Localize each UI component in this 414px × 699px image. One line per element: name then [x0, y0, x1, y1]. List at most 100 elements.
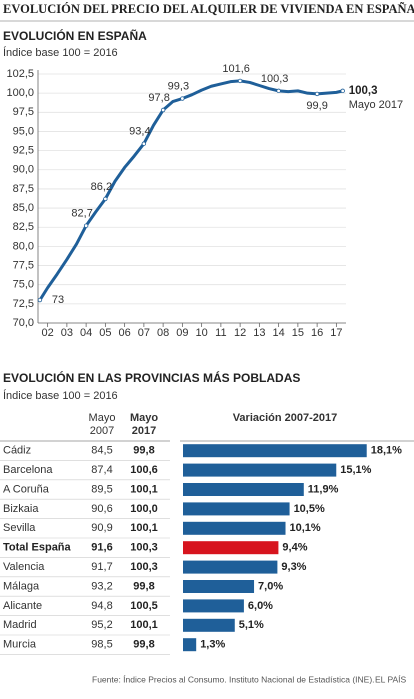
- bar: [183, 599, 244, 613]
- cell-2017: 100,6: [130, 464, 158, 476]
- data-label: 99,3: [168, 80, 189, 92]
- bar: [183, 580, 255, 593]
- data-label: 10,1%: [290, 522, 321, 534]
- bar: [183, 560, 278, 574]
- y-tick-label: 85,0: [13, 202, 34, 214]
- point: [160, 107, 166, 113]
- row-label: Barcelona: [3, 464, 53, 476]
- y-tick-label: 95,0: [13, 125, 34, 137]
- x-tick-label: 17: [330, 327, 342, 339]
- bar: [183, 444, 367, 458]
- point: [37, 297, 43, 303]
- y-tick-label: 92,5: [13, 145, 34, 157]
- data-label: 6,0%: [248, 600, 273, 612]
- column-header: Mayo 2017: [129, 412, 159, 437]
- bar: [183, 541, 279, 555]
- y-tick-label: 72,5: [13, 298, 34, 310]
- x-tick-label: 12: [234, 327, 246, 339]
- row-label: Sevilla: [3, 522, 36, 534]
- data-label: 10,5%: [294, 503, 325, 515]
- bar: [183, 521, 286, 535]
- data-label: 1,3%: [200, 639, 225, 651]
- x-tick-label: 06: [119, 327, 131, 339]
- cell-2007: 95,2: [91, 619, 112, 631]
- cell-2017: 100,1: [130, 522, 158, 534]
- data-label: 93,4: [129, 126, 150, 138]
- data-label: 101,6: [222, 63, 250, 75]
- data-label: 5,1%: [239, 619, 264, 631]
- data-label: 100,3: [349, 85, 378, 97]
- row-label: A Coruña: [3, 483, 50, 495]
- column-header: Variación 2007-2017: [232, 412, 338, 424]
- row-label: Alicante: [3, 600, 42, 612]
- bar: [183, 483, 304, 496]
- bar: [183, 638, 197, 652]
- point: [276, 88, 281, 94]
- bar: [183, 463, 337, 477]
- x-tick-label: 08: [157, 327, 169, 339]
- cell-2007: 87,4: [91, 464, 112, 476]
- cell-2017: 100,1: [130, 483, 158, 495]
- line: [38, 79, 344, 301]
- y-tick-label: 75,0: [13, 279, 34, 291]
- point: [141, 141, 147, 146]
- x-tick-label: 16: [311, 327, 323, 339]
- data-label: 11,9%: [308, 483, 339, 495]
- data-label: 9,4%: [282, 542, 307, 554]
- column-header: Mayo 2007: [88, 412, 116, 437]
- row-label: Cádiz: [3, 445, 31, 457]
- x-tick-label: 07: [138, 327, 150, 339]
- point: [237, 78, 243, 84]
- cell-2007: 93,2: [91, 580, 112, 592]
- data-label: 15,1%: [340, 464, 371, 476]
- cell-2017: 100,3: [130, 542, 158, 554]
- chart-subtitle: Índice base 100 = 2016: [3, 46, 118, 59]
- row-label: Madrid: [3, 619, 37, 631]
- data-label: 97,8: [148, 92, 169, 104]
- point: [83, 223, 89, 228]
- y-tick-label: 70,0: [13, 317, 34, 329]
- row-label: Málaga: [3, 580, 40, 592]
- point: [314, 91, 320, 97]
- cell-2007: 94,8: [91, 600, 112, 612]
- cell-2017: 100,5: [130, 600, 158, 612]
- row-label: Bizkaia: [3, 503, 39, 515]
- data-label: 82,7: [71, 208, 92, 220]
- cell-2007: 90,6: [91, 503, 112, 515]
- cell-2017: 99,8: [133, 445, 154, 457]
- brand: EL PAÍS: [375, 674, 407, 684]
- x-tick-label: 14: [273, 327, 285, 339]
- cell-2017: 100,3: [130, 561, 158, 573]
- cell-2007: 91,6: [91, 542, 112, 554]
- x-tick-label: 03: [61, 327, 73, 339]
- page-title: EVOLUCIÓN DEL PRECIO DEL ALQUILER DE VIV…: [3, 2, 414, 16]
- x-tick-label: 09: [176, 327, 188, 339]
- chart-title: EVOLUCIÓN EN LAS PROVINCIAS MÁS POBLADAS: [3, 370, 300, 385]
- y-tick-label: 77,5: [13, 259, 34, 271]
- cell-2007: 90,9: [91, 522, 112, 534]
- x-tick-label: 10: [196, 327, 208, 339]
- source: Fuente: Índice Precios al Consumo. Insti…: [92, 674, 375, 684]
- point: [103, 196, 108, 202]
- cell-2007: 91,7: [91, 561, 112, 573]
- x-tick-label: 15: [292, 327, 304, 339]
- cell-2017: 99,8: [133, 580, 154, 592]
- y-tick-label: 82,5: [13, 221, 34, 233]
- data-label: 18,1%: [371, 445, 402, 457]
- data-label: 100,3: [261, 73, 289, 85]
- cell-2007: 84,5: [91, 445, 112, 457]
- y-tick-label: 90,0: [13, 164, 34, 176]
- x-tick-label: 04: [80, 327, 92, 339]
- x-tick-label: 05: [99, 327, 111, 339]
- data-label: 73: [52, 294, 64, 306]
- y-tick-label: 102,5: [6, 68, 34, 80]
- cell-2017: 99,8: [133, 639, 154, 651]
- x-tick-label: 02: [42, 327, 54, 339]
- data-label: 7,0%: [258, 580, 283, 592]
- y-tick-label: 100,0: [6, 87, 34, 99]
- cell-2017: 100,0: [130, 503, 158, 515]
- bar: [183, 502, 290, 516]
- point: [340, 88, 345, 94]
- data-label: 86,2: [91, 181, 112, 193]
